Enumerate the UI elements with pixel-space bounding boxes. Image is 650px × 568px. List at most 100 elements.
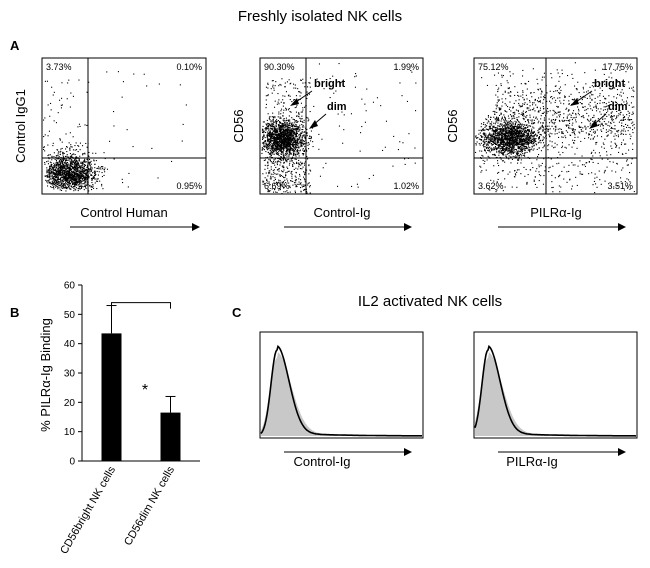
scatter-point [533,138,535,140]
scatter-point [292,144,294,146]
scatter-point [512,139,514,141]
scatter-point [532,131,534,133]
scatter-point [68,175,70,177]
scatter-point [510,134,512,136]
scatter-point [54,184,56,186]
scatter-point [289,121,291,123]
scatter-point [77,173,79,175]
scatter-point [267,189,269,191]
scatter-point [64,170,66,172]
scatter-point [58,178,60,180]
scatter-point [296,139,298,141]
scatter-point [288,150,290,152]
scatter-point [78,184,80,186]
scatter-point [262,148,264,150]
scatter-point [526,146,528,148]
scatter-point [512,130,514,132]
scatter-point [509,138,511,140]
scatter-point [284,154,286,156]
scatter-point [81,186,83,188]
scatter-point [492,149,494,151]
scatter-point [505,127,507,129]
scatter-point [517,137,519,139]
scatter-point [501,133,503,135]
scatter-point [337,185,339,187]
scatter-point [93,175,95,177]
scatter-point [509,147,511,149]
scatter-point [284,139,286,141]
scatter-point [264,128,266,130]
scatter-point [64,169,66,171]
scatter-point [301,121,303,123]
scatter-point [279,136,281,138]
scatter-point [497,142,499,144]
scatter-point [494,110,496,112]
scatter-point [80,165,82,167]
scatter-point [88,161,90,163]
scatter-point [290,130,292,132]
scatter-point [84,153,86,155]
scatter-point [46,176,48,178]
scatter-point [298,164,300,166]
scatter-point [64,161,66,163]
scatter-point [57,178,59,180]
scatter-point [508,141,510,143]
scatter-point [61,167,63,169]
scatter-point [515,141,517,143]
scatter-point [267,146,269,148]
scatter-point [475,136,477,138]
scatter-point [285,109,287,111]
scatter-point [78,158,80,160]
scatter-point [90,166,92,168]
scatter-point [52,180,54,182]
scatter-point [272,150,274,152]
scatter-point [278,152,280,154]
scatter-point [491,121,493,123]
scatter-point [261,142,263,144]
scatter-point [272,173,274,175]
scatter-point [281,126,283,128]
scatter-point [517,143,519,145]
scatter-point [503,139,505,141]
scatter-point [504,151,506,153]
scatter-point [292,135,294,137]
scatter-point [501,116,503,118]
scatter-point [295,143,297,145]
scatter-point [494,140,496,142]
scatter-point [273,136,275,138]
scatter-point [292,131,294,133]
scatter-point [526,141,528,143]
scatter-point [510,143,512,145]
scatter-point [282,135,284,137]
scatter-point [502,119,504,121]
scatter-point [278,141,280,143]
scatter-point [291,125,293,127]
scatter-point [518,158,520,160]
scatter-point [262,180,264,182]
scatter-point [60,180,62,182]
scatter-point [280,129,282,131]
scatter-point [283,131,285,133]
scatter-point [509,151,511,153]
scatter-point [71,171,73,173]
scatter-point [513,148,515,150]
scatter-point [272,137,274,139]
scatter-point [86,169,88,171]
scatter-point [293,151,295,153]
scatter-point [50,171,52,173]
scatter-point [273,169,275,171]
scatter-point [64,183,66,185]
scatter-point [286,135,288,137]
scatter-point [303,162,305,164]
scatter-point [278,189,280,191]
scatter-point [287,149,289,151]
scatter-point [361,98,363,100]
scatter-point [292,146,294,148]
scatter-point [479,144,481,146]
scatter-point [304,174,306,176]
scatter-point [95,180,97,182]
scatter-point [309,186,311,188]
scatter-point [83,175,85,177]
scatter-point [505,125,507,127]
scatter-point [77,161,79,163]
